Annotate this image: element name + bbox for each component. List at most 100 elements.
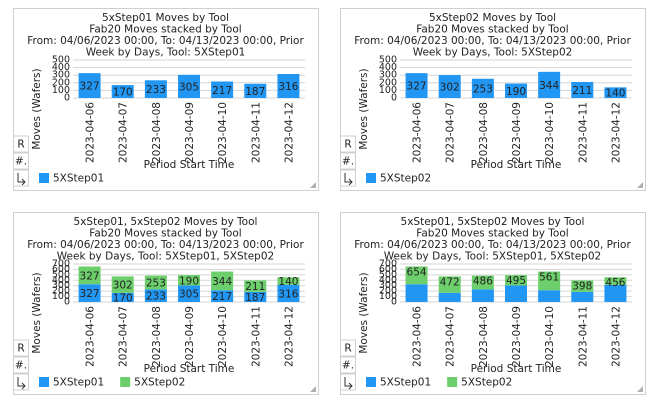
resize-grip — [310, 386, 316, 392]
value-label: 253 — [473, 83, 493, 95]
y-tick-label: 200 — [379, 286, 397, 297]
y-axis-label: Moves (Wafers) — [31, 68, 43, 149]
x-tick-label: 2023-04-11 — [577, 306, 589, 367]
side-button[interactable] — [13, 373, 29, 391]
side-button[interactable] — [340, 339, 356, 357]
value-label: 187 — [245, 292, 265, 304]
side-button[interactable] — [13, 135, 29, 153]
chart-title: 5xStep01, 5xStep02 Moves by Tool — [401, 216, 585, 228]
bar — [604, 87, 627, 98]
x-axis-label: Period Start Time — [471, 363, 562, 375]
value-label: 217 — [212, 291, 232, 303]
side-button[interactable] — [340, 152, 356, 170]
resize-grip — [310, 182, 316, 188]
side-button[interactable] — [13, 339, 29, 357]
bar — [78, 266, 101, 285]
x-tick-label: 2023-04-09 — [184, 102, 196, 163]
value-label: 233 — [146, 84, 166, 96]
panel-border — [13, 8, 319, 191]
x-axis-label: Period Start Time — [144, 159, 235, 171]
x-tick-label: 2023-04-10 — [217, 306, 229, 367]
side-button[interactable] — [340, 373, 356, 391]
bar — [604, 277, 627, 285]
legend-label: 5XStep01 — [53, 173, 104, 185]
value-label: 327 — [80, 288, 100, 300]
bar — [438, 75, 461, 98]
x-axis-label: Period Start Time — [471, 159, 562, 171]
value-label: 170 — [113, 292, 133, 304]
x-tick-label: 2023-04-08 — [478, 306, 490, 367]
bar — [111, 292, 134, 302]
y-tick-label: 500 — [52, 269, 70, 280]
chart-description: From: 04/06/2023 00:00, To: 04/13/2023 0… — [27, 239, 304, 251]
side-button-label: #. — [342, 360, 354, 372]
total-label: 486 — [473, 276, 493, 288]
y-tick-label: 100 — [52, 85, 70, 96]
bar — [471, 289, 494, 302]
side-button[interactable] — [340, 169, 356, 187]
bar — [505, 285, 527, 302]
bar — [78, 284, 101, 302]
chart-subtitle: Fab20 Moves stacked by Tool — [89, 24, 241, 36]
side-button-label: #. — [15, 156, 27, 168]
y-axis-label: Moves (Wafers) — [358, 68, 370, 149]
value-label: 140 — [278, 276, 298, 288]
side-button-icon — [344, 377, 353, 390]
value-label: 302 — [440, 82, 460, 94]
x-tick-label: 2023-04-10 — [217, 102, 229, 163]
side-button[interactable] — [13, 356, 29, 374]
x-tick-label: 2023-04-11 — [250, 102, 262, 163]
x-tick-label: 2023-04-06 — [412, 306, 424, 367]
side-button[interactable] — [340, 356, 356, 374]
y-tick-label: 300 — [379, 280, 397, 291]
bar — [438, 276, 461, 293]
chart-subtitle: Fab20 Moves stacked by Tool — [89, 228, 241, 240]
chart-subtitle: Fab20 Moves stacked by Tool — [416, 24, 568, 36]
bar — [505, 275, 527, 286]
x-tick-label: 2023-04-08 — [151, 306, 163, 367]
x-tick-label: 2023-04-12 — [610, 102, 622, 163]
y-tick-label: 600 — [379, 264, 397, 275]
side-button-icon — [17, 173, 26, 186]
value-label: 305 — [179, 289, 199, 301]
y-tick-label: 0 — [391, 297, 397, 308]
x-tick-label: 2023-04-10 — [544, 102, 556, 163]
bar — [405, 284, 428, 302]
side-button-label: #. — [15, 360, 27, 372]
value-label: 211 — [245, 281, 265, 293]
panel-border — [13, 212, 319, 395]
bar — [538, 71, 561, 98]
bar — [538, 271, 561, 291]
legend-swatch — [39, 173, 49, 183]
chart-title: 5xStep01 Moves by Tool — [102, 12, 229, 24]
chart-title: 5xStep01, 5xStep02 Moves by Tool — [74, 216, 258, 228]
bar — [211, 81, 234, 98]
side-button-icon — [344, 173, 353, 186]
x-tick-label: 2023-04-07 — [118, 102, 130, 163]
value-label: 140 — [605, 88, 625, 100]
y-tick-label: 200 — [379, 77, 397, 88]
x-tick-label: 2023-04-12 — [283, 102, 295, 163]
panel-border — [340, 212, 646, 395]
bar — [571, 280, 594, 292]
bar — [144, 289, 167, 302]
side-button[interactable] — [340, 135, 356, 153]
total-label: 472 — [440, 276, 460, 288]
y-tick-label: 100 — [379, 85, 397, 96]
value-label: 327 — [80, 270, 100, 282]
bar — [211, 290, 234, 302]
x-tick-label: 2023-04-09 — [511, 306, 523, 367]
side-button[interactable] — [13, 169, 29, 187]
legend-swatch — [366, 173, 376, 183]
y-tick-label: 300 — [52, 280, 70, 291]
y-tick-label: 300 — [52, 70, 70, 81]
chart-description: Week by Days, Tool: 5XStep01, 5XStep02 — [384, 251, 601, 263]
y-tick-label: 100 — [52, 291, 70, 302]
chart-title: 5xStep02 Moves by Tool — [429, 12, 556, 24]
value-label: 187 — [245, 86, 265, 98]
bar — [178, 285, 200, 302]
side-button[interactable] — [13, 152, 29, 170]
x-tick-label: 2023-04-06 — [85, 102, 97, 163]
